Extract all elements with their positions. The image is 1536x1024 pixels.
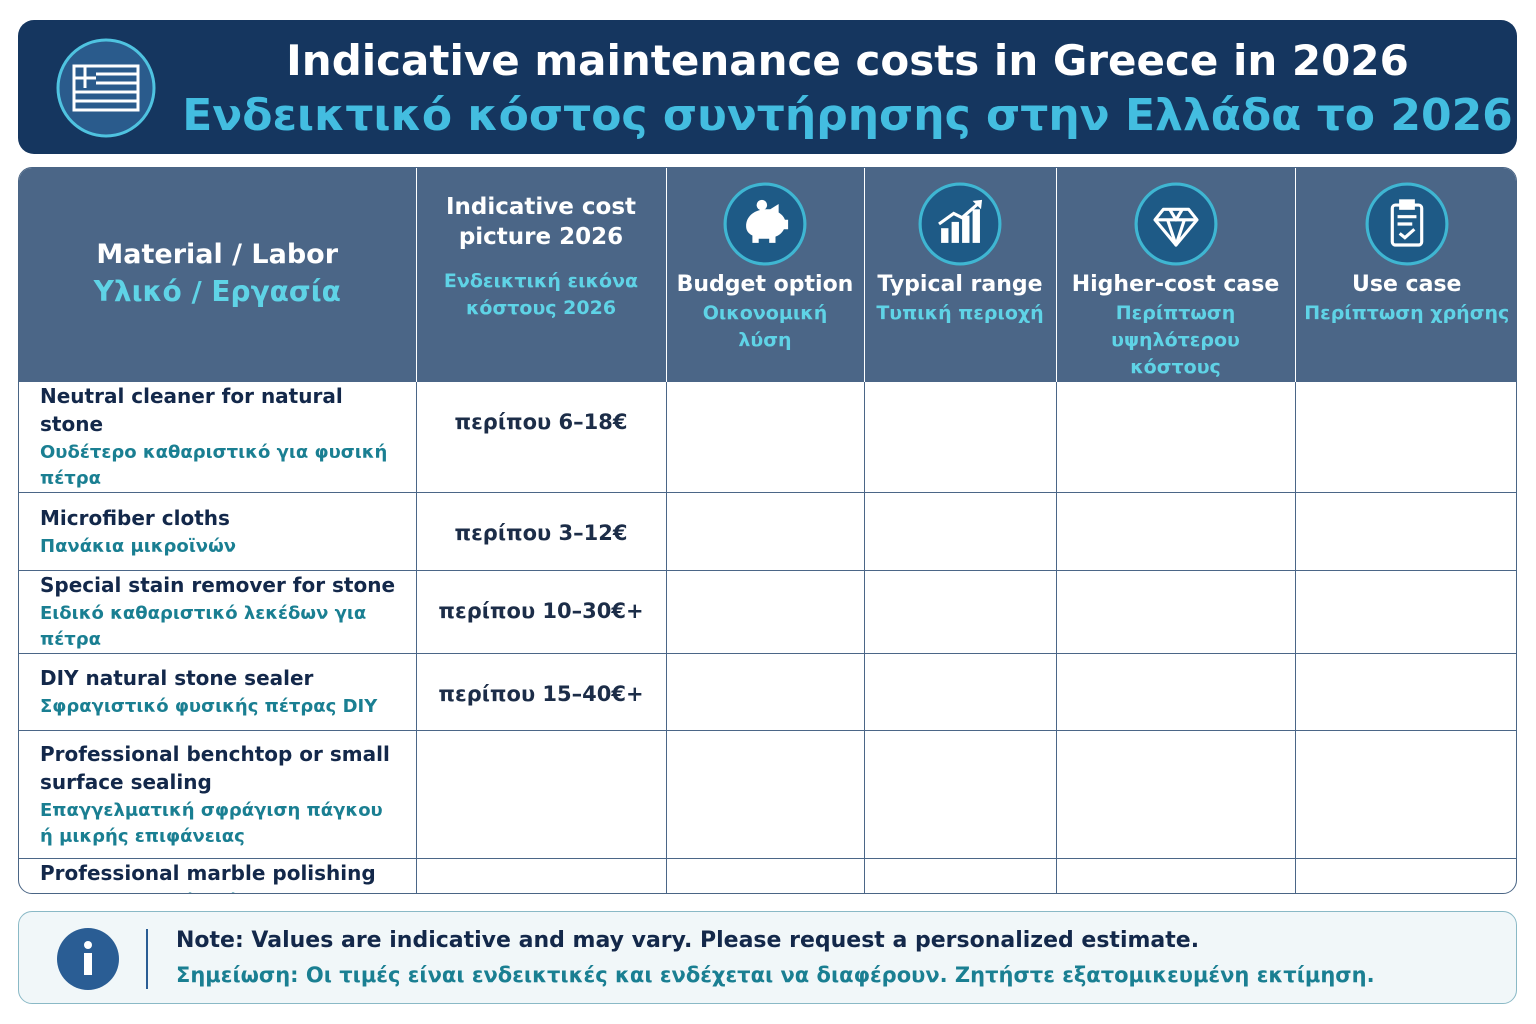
empty-cell	[665, 858, 864, 893]
item-cell: Neutral cleaner for natural stone Ουδέτερ…	[19, 381, 416, 493]
empty-cell	[1055, 492, 1295, 571]
greek-flag-icon	[56, 38, 156, 138]
info-icon	[57, 928, 148, 990]
cost-value: περίπου 6–18€	[454, 410, 628, 434]
empty-cell	[1294, 858, 1516, 893]
item-cell: Special stain remover for stone Ειδικό κα…	[19, 570, 416, 654]
item-el: Ουδέτερο καθαριστικό για φυσική πέτρα	[40, 442, 388, 489]
cost-cell: περίπου 15–40€+	[415, 653, 666, 731]
header-en: Material / Labor	[96, 238, 339, 270]
header-el: Τυπική περιοχή	[876, 302, 1044, 324]
cost-cell	[415, 730, 666, 859]
empty-cell	[863, 858, 1056, 893]
empty-cell	[1055, 653, 1295, 731]
item-en: Professional benchtop or small surface s…	[40, 741, 390, 794]
empty-cell	[1294, 492, 1516, 571]
header-el: Υλικό / Εργασία	[93, 274, 341, 308]
table-row: Special stain remover for stone Ειδικό κα…	[19, 570, 1516, 654]
cost-value: περίπου 3–12€	[454, 521, 628, 545]
item-en: Neutral cleaner for natural stone	[40, 384, 343, 436]
header-en: Use case	[1352, 272, 1462, 297]
item-el: Επαγγελματική γυάλισμα μαρμάρου	[40, 889, 402, 893]
empty-cell	[1055, 570, 1295, 654]
cost-cell	[415, 858, 666, 893]
cost-value: περίπου 15–40€+	[438, 682, 644, 706]
icon	[723, 182, 807, 266]
cost-cell: περίπου 10–30€+	[415, 570, 666, 654]
empty-cell	[863, 653, 1056, 731]
empty-cell	[1055, 858, 1295, 893]
item-cell: Professional benchtop or small surface s…	[19, 730, 416, 859]
empty-cell	[863, 492, 1056, 571]
table-row: Professional benchtop or small surface s…	[19, 730, 1516, 859]
item-cell: Microfiber cloths Πανάκια μικροϊνών	[19, 492, 416, 571]
column-header: Indicative cost picture 2026 Ενδεικτική ε…	[415, 168, 666, 382]
empty-cell	[665, 653, 864, 731]
empty-cell	[1294, 730, 1516, 859]
cost-cell: περίπου 6–18€	[415, 381, 666, 493]
icon	[1134, 182, 1217, 266]
empty-cell	[1055, 381, 1295, 493]
note: Note: Values are indicative and may vary…	[18, 911, 1517, 1004]
cost-table: Material / Labor Υλικό / Εργασία Indicativ…	[18, 167, 1517, 894]
column-icon	[873, 182, 1048, 270]
empty-cell	[665, 381, 864, 493]
cost-cell: περίπου 3–12€	[415, 492, 666, 571]
column-icon	[675, 182, 856, 270]
item-en: Professional marble polishing	[40, 861, 376, 885]
header-el: Περίπτωση υψηλότερου κόστους	[1111, 302, 1240, 378]
table-row: Neutral cleaner for natural stone Ουδέτερ…	[19, 381, 1516, 493]
item-en: Special stain remover for stone	[40, 573, 396, 597]
column-header: Typical range Τυπική περιοχή	[863, 168, 1056, 382]
item-el: Ειδικό καθαριστικό λεκέδων για πέτρα	[40, 603, 367, 650]
column-icon	[1304, 182, 1511, 270]
empty-cell	[863, 381, 1056, 493]
column-icon	[1065, 182, 1287, 270]
header-en: Indicative cost picture 2026	[445, 194, 637, 250]
empty-cell	[665, 730, 864, 859]
empty-cell	[665, 492, 864, 571]
item-en: DIY natural stone sealer	[40, 666, 314, 690]
header-en: Typical range	[877, 272, 1043, 297]
table-row: DIY natural stone sealer Σφραγιστικό φυσι…	[19, 653, 1516, 731]
empty-cell	[863, 570, 1056, 654]
title-el: Ενδεικτικό κόστος συντήρησης στην Ελλάδα…	[182, 90, 1513, 141]
item-el: Πανάκια μικροϊνών	[40, 535, 236, 557]
header: Indicative maintenance costs in Greece i…	[18, 20, 1517, 154]
icon	[1365, 182, 1449, 266]
header-en: Budget option	[676, 272, 854, 297]
item-en: Microfiber cloths	[40, 505, 230, 530]
header-row: Material / Labor Υλικό / Εργασία Indicativ…	[19, 168, 1516, 382]
title-en: Indicative maintenance costs in Greece i…	[286, 36, 1409, 85]
empty-cell	[1294, 381, 1516, 493]
header-el: Οικονομική λύση	[702, 302, 828, 351]
header-el: Ενδεικτική εικόνα κόστους 2026	[443, 270, 639, 319]
note-el: Σημείωση: Οι τιμές είναι ενδεικτικές και…	[176, 963, 1375, 987]
note-en: Note: Values are indicative and may vary…	[176, 928, 1200, 953]
empty-cell	[1294, 570, 1516, 654]
table: Material / Labor Υλικό / Εργασία Indicativ…	[19, 168, 1516, 893]
header-el: Περίπτωση χρήσης	[1304, 302, 1510, 324]
column-header: Budget option Οικονομική λύση	[665, 168, 864, 382]
header-en: Higher-cost case	[1071, 272, 1280, 297]
table-row: Professional marble polishing Επαγγελματι…	[19, 858, 1516, 893]
empty-cell	[665, 570, 864, 654]
item-cell: Professional marble polishing Επαγγελματι…	[19, 858, 416, 893]
cost-value: περίπου 10–30€+	[438, 599, 644, 623]
column-header: Higher-cost case Περίπτωση υψηλότερου κόσ…	[1055, 168, 1295, 382]
item-el: Σφραγιστικό φυσικής πέτρας DIY	[40, 696, 378, 717]
column-header: Material / Labor Υλικό / Εργασία	[19, 168, 416, 382]
icon	[918, 182, 1002, 266]
item-cell: DIY natural stone sealer Σφραγιστικό φυσι…	[19, 653, 416, 731]
item-el: Επαγγελματική σφράγιση πάγκου ή μικρής ε…	[40, 799, 383, 847]
empty-cell	[863, 730, 1056, 859]
empty-cell	[1294, 653, 1516, 731]
column-header: Use case Περίπτωση χρήσης	[1294, 168, 1516, 382]
table-row: Microfiber cloths Πανάκια μικροϊνών περίπο…	[19, 492, 1516, 571]
empty-cell	[1055, 730, 1295, 859]
